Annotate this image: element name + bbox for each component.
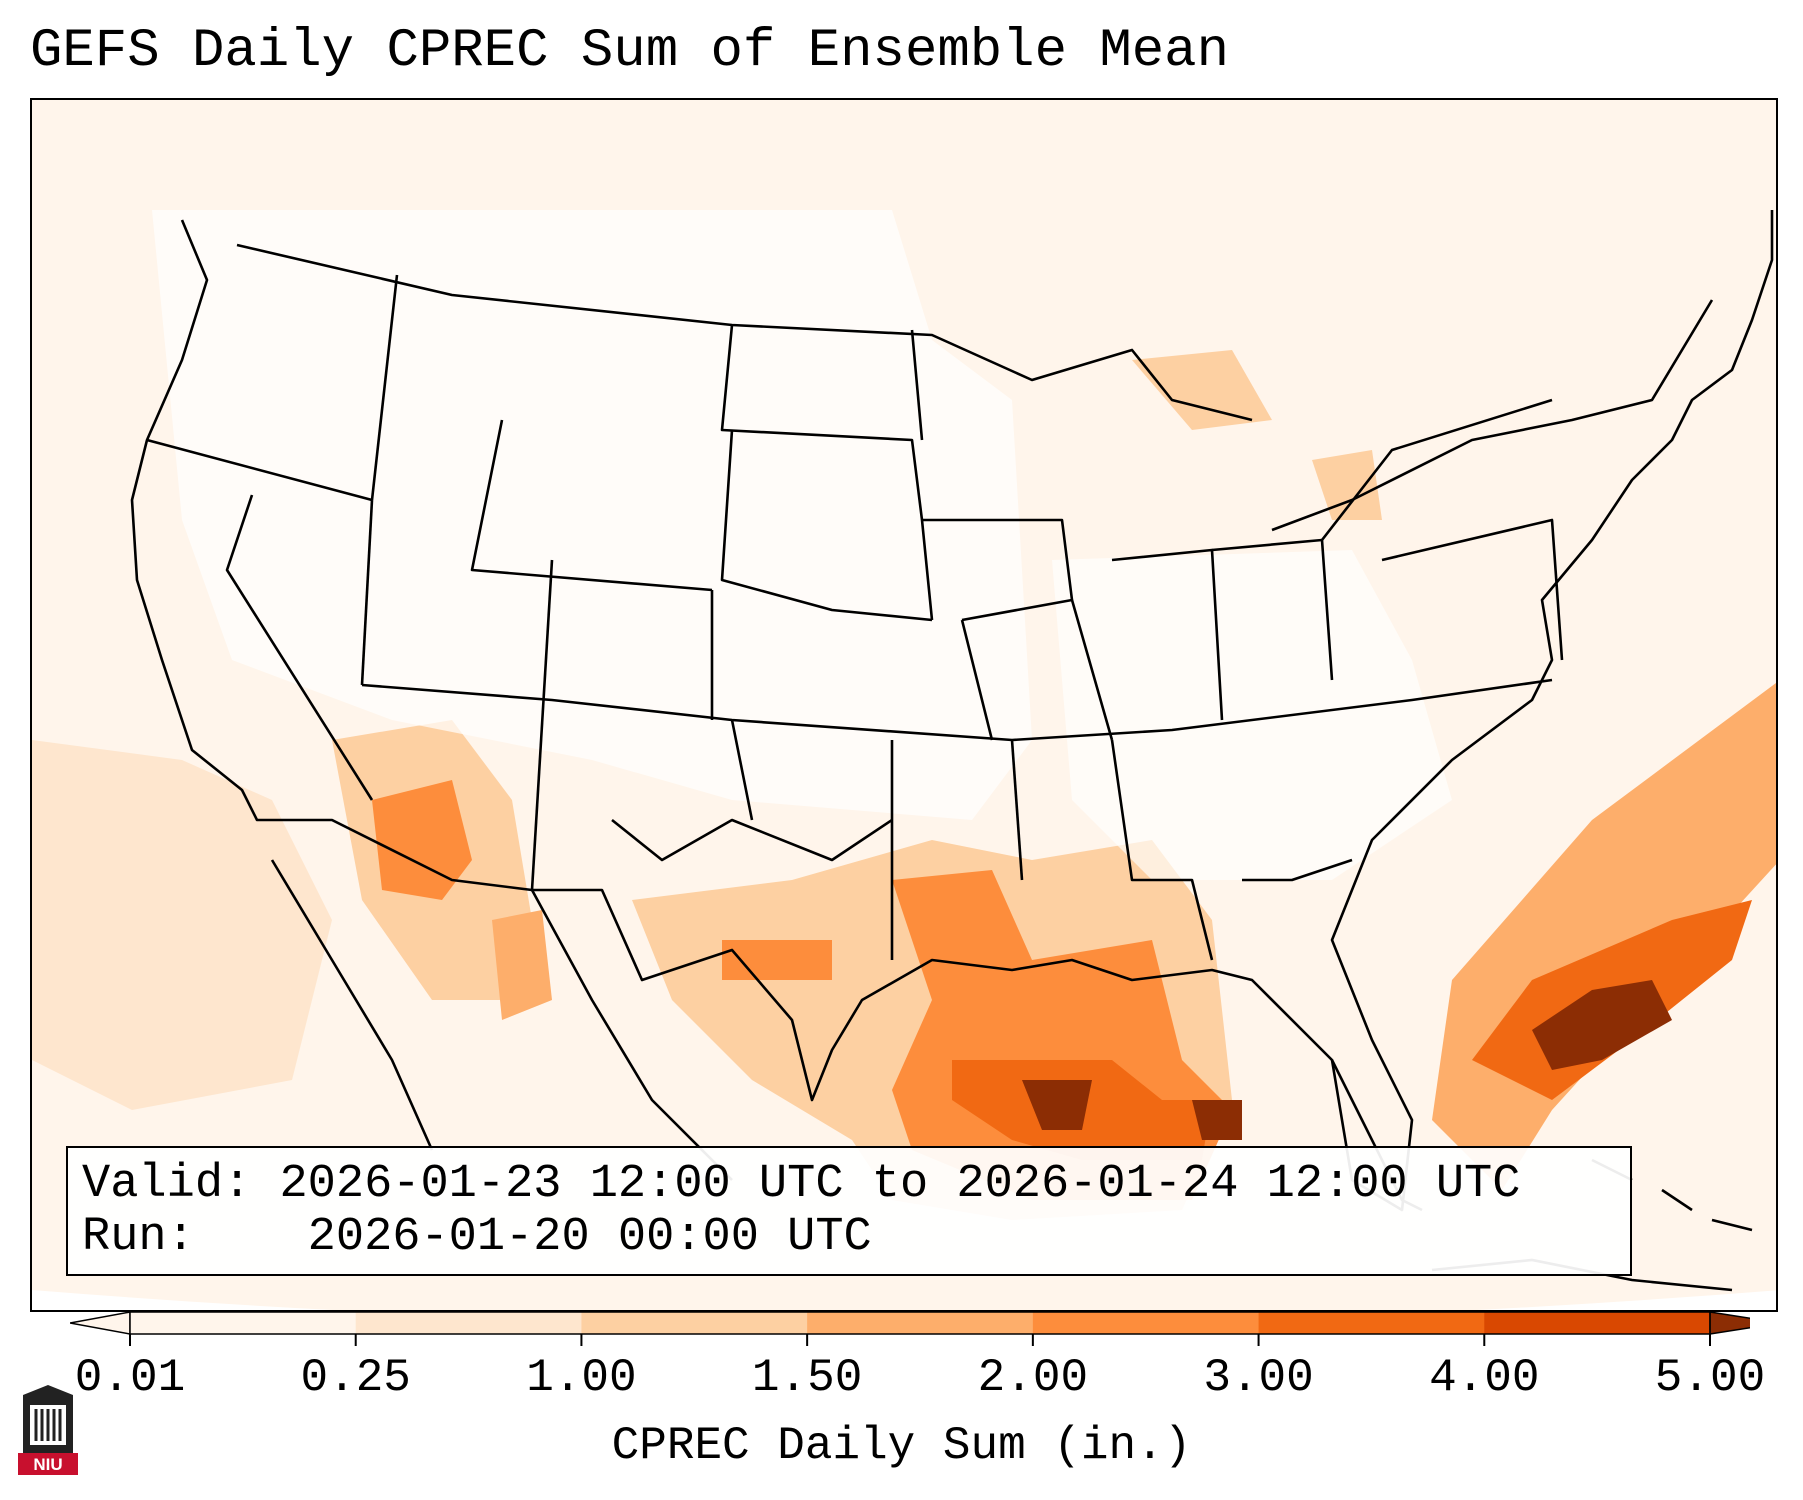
colorbar-tick-label: 5.00 [1654,1352,1766,1404]
colorbar-segment [1484,1312,1711,1334]
state-boundaries [130,210,1774,1212]
dry-area-north-central [152,210,1032,820]
colorbar-segment [1258,1312,1485,1334]
valid-run-info-box: Valid: 2026-01-23 12:00 UTC to 2026-01-2… [66,1146,1632,1276]
colorbar-tick-label: 4.00 [1429,1352,1540,1404]
colorbar [70,1311,1750,1346]
colorbar-tick-label: 3.00 [1203,1352,1314,1404]
logo-text: NIU [33,1455,62,1474]
colorbar-tick-label: 2.00 [977,1352,1089,1404]
map-panel [30,98,1778,1312]
colorbar-segment [1032,1312,1260,1334]
precip-area-pacific [32,740,332,1110]
precip-area-texas [722,940,832,980]
colorbar-extend-high [1709,1311,1750,1335]
precip-area-michigan [1312,450,1382,520]
precip-max-gulf-west [1022,1080,1092,1130]
colorbar-label: CPREC Daily Sum (in.) [611,1420,1192,1472]
colorbar-segment [807,1312,1034,1334]
precip-area-arizona-core [372,780,472,900]
projection-edge [32,1290,1776,1310]
colorbar-tick-label: 0.01 [74,1352,186,1404]
colorbar-segment [581,1312,808,1334]
map-title: GEFS Daily CPREC Sum of Ensemble Mean [30,21,1229,82]
valid-label: Valid: [82,1158,252,1211]
precip-area-sonora [492,910,552,1020]
run-label: Run: [82,1211,195,1264]
colorbar-tick-label: 1.50 [751,1352,863,1404]
dry-area-southeast [1052,550,1452,880]
valid-time-value: 2026-01-23 12:00 UTC to 2026-01-24 12:00… [279,1158,1521,1211]
precip-map [32,100,1776,1310]
colorbar-outline [129,1311,1711,1335]
precip-max-atlantic [1532,980,1672,1070]
precip-area-lake-superior [1132,350,1272,430]
colorbar-tick-label: 0.25 [300,1352,411,1404]
colorbar-segment [130,1312,357,1334]
colorbar-extend-low [70,1311,131,1335]
precip-max-gulf-east [1192,1100,1242,1140]
colorbar-tick-label: 1.00 [526,1352,637,1404]
university-tower-icon: NIU [18,1385,78,1475]
precip-field [32,210,1776,1220]
run-time-value: 2026-01-20 00:00 UTC [307,1211,872,1264]
colorbar-segment [355,1312,582,1334]
